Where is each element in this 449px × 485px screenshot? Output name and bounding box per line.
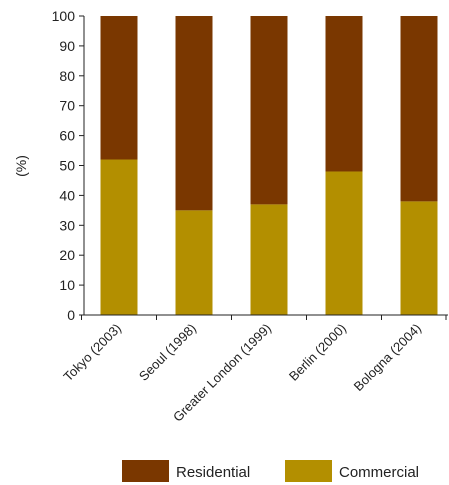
y-tick-label: 80 bbox=[59, 68, 75, 84]
y-tick-label: 20 bbox=[59, 247, 75, 263]
bar-residential-1 bbox=[175, 16, 213, 211]
legend-label-residential: Residential bbox=[176, 464, 250, 481]
bar-residential-0 bbox=[100, 16, 138, 160]
legend-swatch-residential bbox=[122, 460, 169, 482]
legend-label-commercial: Commercial bbox=[339, 464, 419, 481]
y-tick-label: 10 bbox=[59, 277, 75, 293]
x-category-label: Tokyo (2003) bbox=[60, 321, 124, 385]
bar-residential-2 bbox=[250, 16, 288, 205]
x-category-label: Berlin (2000) bbox=[286, 321, 349, 384]
bar-commercial-0 bbox=[100, 159, 138, 315]
y-axis: 0 10 20 30 40 50 60 70 80 90 100 bbox=[52, 8, 85, 323]
x-category-label: Bologna (2004) bbox=[351, 321, 424, 394]
y-tick-label: 60 bbox=[59, 128, 75, 144]
y-tick-label: 30 bbox=[59, 217, 75, 233]
bar-residential-3 bbox=[325, 16, 363, 172]
y-tick-label: 70 bbox=[59, 98, 75, 114]
bar-commercial-1 bbox=[175, 210, 213, 315]
bar-commercial-4 bbox=[400, 201, 438, 315]
y-tick-label: 90 bbox=[59, 38, 75, 54]
bar-residential-4 bbox=[400, 16, 438, 202]
y-tick-label: 40 bbox=[59, 187, 75, 203]
y-tick-label: 0 bbox=[67, 307, 75, 323]
y-tick-label: 50 bbox=[59, 158, 75, 174]
bar-commercial-3 bbox=[325, 171, 363, 315]
x-category-label: Seoul (1998) bbox=[136, 321, 199, 384]
bar-commercial-2 bbox=[250, 204, 288, 315]
y-tick-label: 100 bbox=[52, 8, 76, 24]
y-axis-label: (%) bbox=[13, 155, 29, 177]
x-axis: Tokyo (2003) Seoul (1998)Greater London (… bbox=[60, 314, 448, 425]
legend-swatch-commercial bbox=[285, 460, 332, 482]
legend: Residential Commercial bbox=[122, 460, 419, 482]
bars-group bbox=[100, 16, 438, 315]
